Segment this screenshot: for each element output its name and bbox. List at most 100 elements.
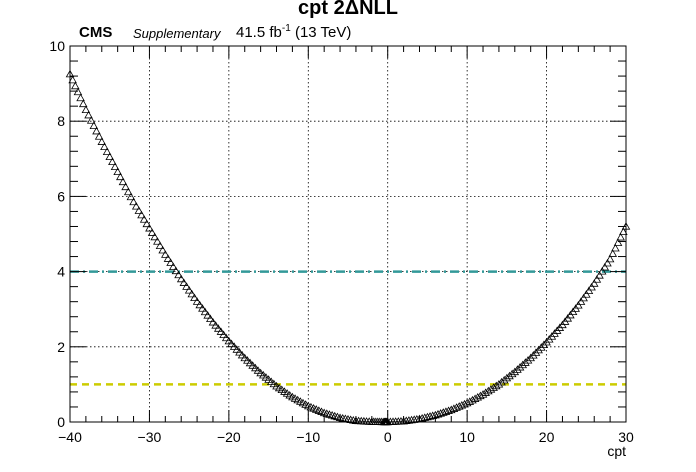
data-point (497, 377, 506, 386)
data-point (184, 285, 194, 294)
data-point (518, 360, 528, 369)
data-point (232, 345, 242, 353)
data-point (327, 411, 337, 419)
data-point (126, 192, 136, 201)
data-point (581, 290, 591, 298)
data-point (611, 243, 620, 252)
data-point (174, 270, 183, 279)
data-point (179, 278, 189, 286)
data-point (155, 241, 165, 250)
data-point (113, 167, 122, 176)
y-tick-label: 2 (57, 339, 65, 355)
data-point (333, 412, 342, 421)
data-point (608, 249, 618, 257)
data-point (444, 406, 453, 414)
data-point (145, 223, 154, 232)
data-point (536, 343, 546, 351)
data-point (616, 232, 625, 241)
data-point (338, 413, 347, 422)
data-point (137, 210, 146, 219)
data-point (76, 93, 85, 102)
data-point (224, 336, 234, 345)
data-point (579, 293, 588, 302)
luminosity-value: 41.5 fb (236, 24, 282, 41)
data-point (235, 348, 244, 356)
data-point (190, 293, 199, 302)
data-point (71, 81, 80, 90)
data-point (531, 348, 541, 356)
data-point (600, 262, 610, 271)
data-point (192, 297, 202, 305)
data-point (237, 350, 247, 359)
data-point (105, 152, 115, 161)
data-point (417, 413, 427, 422)
data-point (428, 411, 438, 419)
data-point (248, 361, 257, 369)
data-point (139, 215, 149, 223)
data-point (163, 254, 173, 262)
data-point (216, 327, 226, 335)
data-point (123, 187, 133, 196)
data-point (176, 274, 186, 283)
data-point (211, 321, 220, 329)
data-point (68, 75, 77, 84)
data-point (346, 415, 355, 423)
data-point (129, 197, 138, 206)
x-tick-label: 0 (384, 429, 392, 445)
status-label: Supplementary (133, 26, 221, 41)
data-point (208, 317, 218, 326)
data-point (589, 279, 599, 287)
y-tick-label: 10 (49, 38, 65, 54)
data-point (243, 356, 252, 364)
data-point (206, 314, 215, 323)
experiment-label: CMS (79, 24, 113, 41)
data-point (436, 409, 445, 417)
data-point (200, 307, 210, 316)
data-point (526, 353, 535, 362)
data-point (349, 415, 358, 424)
data-point (245, 358, 255, 367)
x-tick-label: −30 (138, 429, 162, 445)
data-point (86, 116, 96, 124)
data-point (322, 409, 332, 417)
data-point (195, 300, 205, 309)
data-point (78, 99, 88, 108)
x-tick-label: −10 (296, 429, 320, 445)
data-point (605, 254, 615, 263)
data-point (221, 333, 231, 342)
data-point (240, 353, 250, 362)
axis-ticks (69, 45, 627, 423)
data-point (319, 408, 329, 417)
data-point (513, 365, 522, 373)
data-point (108, 157, 117, 166)
data-point (576, 297, 586, 305)
data-point (439, 408, 448, 416)
x-axis-label: cpt (607, 443, 626, 459)
energy-label: (13 TeV) (294, 24, 352, 41)
data-point (529, 351, 538, 359)
data-point (507, 369, 517, 378)
data-point (523, 355, 533, 364)
data-point (84, 110, 93, 119)
y-tick-labels: 0 2 4 6 8 10 (49, 38, 65, 430)
data-point (171, 266, 181, 275)
data-point (187, 289, 197, 298)
data-point (100, 142, 109, 150)
y-tick-label: 6 (57, 188, 65, 204)
y-tick-label: 4 (57, 264, 65, 280)
data-point (584, 286, 594, 295)
data-point (592, 275, 602, 283)
data-point (603, 258, 612, 267)
x-tick-label: −40 (58, 429, 82, 445)
data-point (597, 267, 607, 275)
data-point (166, 258, 175, 266)
data-point (502, 373, 512, 382)
data-point (505, 371, 514, 380)
data-point (118, 177, 128, 186)
data-point (613, 238, 623, 246)
data-point (539, 340, 549, 349)
data-point (423, 412, 432, 421)
data-point (219, 330, 228, 338)
data-point (574, 301, 583, 309)
